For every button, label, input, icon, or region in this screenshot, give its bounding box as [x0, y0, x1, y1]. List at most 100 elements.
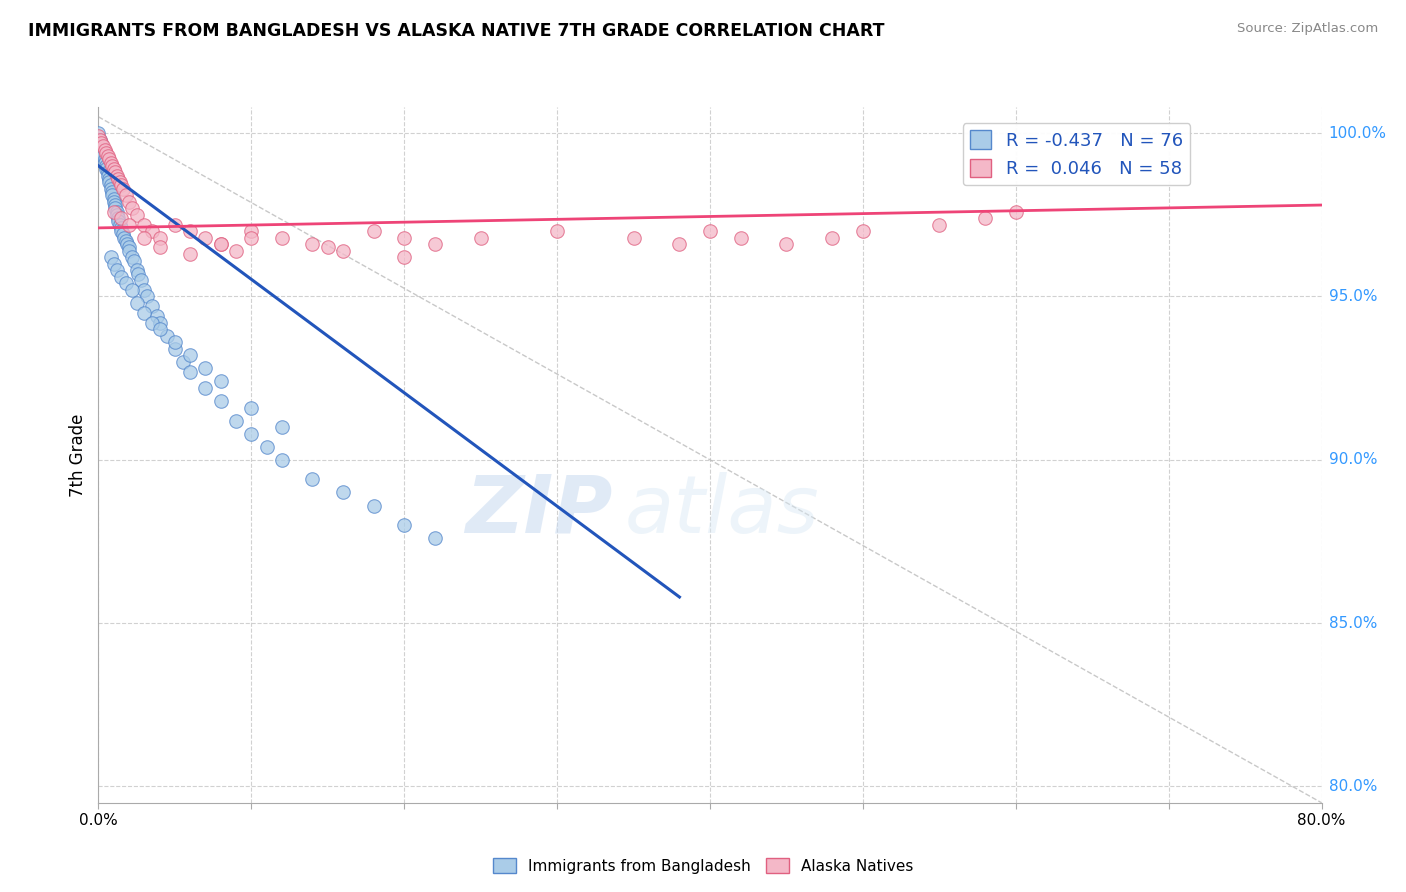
- Point: [775, 237, 797, 252]
- Point: [105, 169, 128, 183]
- Point: [115, 188, 138, 202]
- Point: [623, 230, 645, 244]
- Text: ZIP: ZIP: [465, 472, 612, 549]
- Point: [105, 263, 128, 277]
- Point: [179, 247, 201, 261]
- Point: [163, 335, 186, 350]
- Text: atlas: atlas: [624, 472, 820, 549]
- Point: [122, 253, 145, 268]
- Point: [301, 472, 323, 486]
- Point: [103, 204, 125, 219]
- Point: [194, 381, 217, 395]
- Point: [118, 244, 141, 258]
- Point: [301, 237, 323, 252]
- Point: [125, 263, 148, 277]
- Text: 90.0%: 90.0%: [1329, 452, 1376, 467]
- Point: [145, 309, 167, 323]
- Text: 80.0%: 80.0%: [1329, 779, 1376, 794]
- Point: [121, 283, 143, 297]
- Point: [91, 145, 114, 160]
- Point: [149, 230, 172, 244]
- Point: [668, 237, 690, 252]
- Point: [240, 230, 263, 244]
- Y-axis label: 7th Grade: 7th Grade: [69, 413, 87, 497]
- Point: [240, 426, 263, 441]
- Point: [209, 375, 232, 389]
- Point: [94, 162, 117, 177]
- Point: [134, 218, 156, 232]
- Point: [97, 169, 120, 183]
- Point: [256, 440, 278, 454]
- Point: [149, 316, 172, 330]
- Point: [363, 224, 385, 238]
- Point: [270, 230, 292, 244]
- Point: [470, 230, 492, 244]
- Point: [98, 172, 121, 186]
- Point: [134, 283, 156, 297]
- Point: [423, 237, 446, 252]
- Point: [89, 133, 111, 147]
- Point: [93, 155, 115, 169]
- Point: [90, 136, 112, 150]
- Text: 85.0%: 85.0%: [1329, 615, 1376, 631]
- Point: [110, 211, 132, 226]
- Point: [105, 204, 128, 219]
- Point: [270, 420, 292, 434]
- Point: [316, 240, 339, 254]
- Point: [108, 175, 131, 189]
- Point: [163, 218, 186, 232]
- Point: [103, 162, 125, 177]
- Point: [110, 178, 132, 193]
- Point: [100, 155, 122, 169]
- Point: [332, 244, 354, 258]
- Point: [98, 153, 121, 167]
- Point: [141, 299, 163, 313]
- Point: [194, 230, 217, 244]
- Point: [101, 185, 124, 199]
- Point: [103, 257, 125, 271]
- Point: [100, 178, 122, 193]
- Point: [149, 322, 172, 336]
- Point: [104, 165, 127, 179]
- Point: [546, 224, 568, 238]
- Point: [94, 159, 117, 173]
- Point: [363, 499, 385, 513]
- Point: [928, 218, 950, 232]
- Point: [111, 227, 134, 242]
- Point: [852, 224, 875, 238]
- Point: [129, 273, 152, 287]
- Point: [94, 145, 117, 160]
- Point: [121, 202, 143, 216]
- Point: [172, 355, 194, 369]
- Point: [270, 452, 292, 467]
- Point: [115, 277, 138, 291]
- Point: [105, 208, 128, 222]
- Point: [392, 230, 416, 244]
- Text: Source: ZipAtlas.com: Source: ZipAtlas.com: [1237, 22, 1378, 36]
- Legend: R = -0.437   N = 76, R =  0.046   N = 58: R = -0.437 N = 76, R = 0.046 N = 58: [963, 123, 1191, 186]
- Point: [209, 237, 232, 252]
- Point: [141, 316, 163, 330]
- Point: [103, 192, 125, 206]
- Point: [179, 348, 201, 362]
- Point: [134, 306, 156, 320]
- Point: [97, 165, 120, 179]
- Point: [91, 139, 114, 153]
- Point: [93, 143, 115, 157]
- Point: [392, 250, 416, 264]
- Text: 100.0%: 100.0%: [1329, 126, 1386, 141]
- Text: 95.0%: 95.0%: [1329, 289, 1376, 304]
- Point: [125, 296, 148, 310]
- Point: [107, 211, 129, 226]
- Point: [107, 214, 129, 228]
- Point: [125, 208, 148, 222]
- Point: [194, 361, 217, 376]
- Point: [163, 342, 186, 356]
- Point: [209, 237, 232, 252]
- Point: [134, 230, 156, 244]
- Point: [108, 218, 131, 232]
- Point: [118, 194, 141, 209]
- Point: [156, 328, 179, 343]
- Point: [104, 202, 127, 216]
- Point: [100, 182, 122, 196]
